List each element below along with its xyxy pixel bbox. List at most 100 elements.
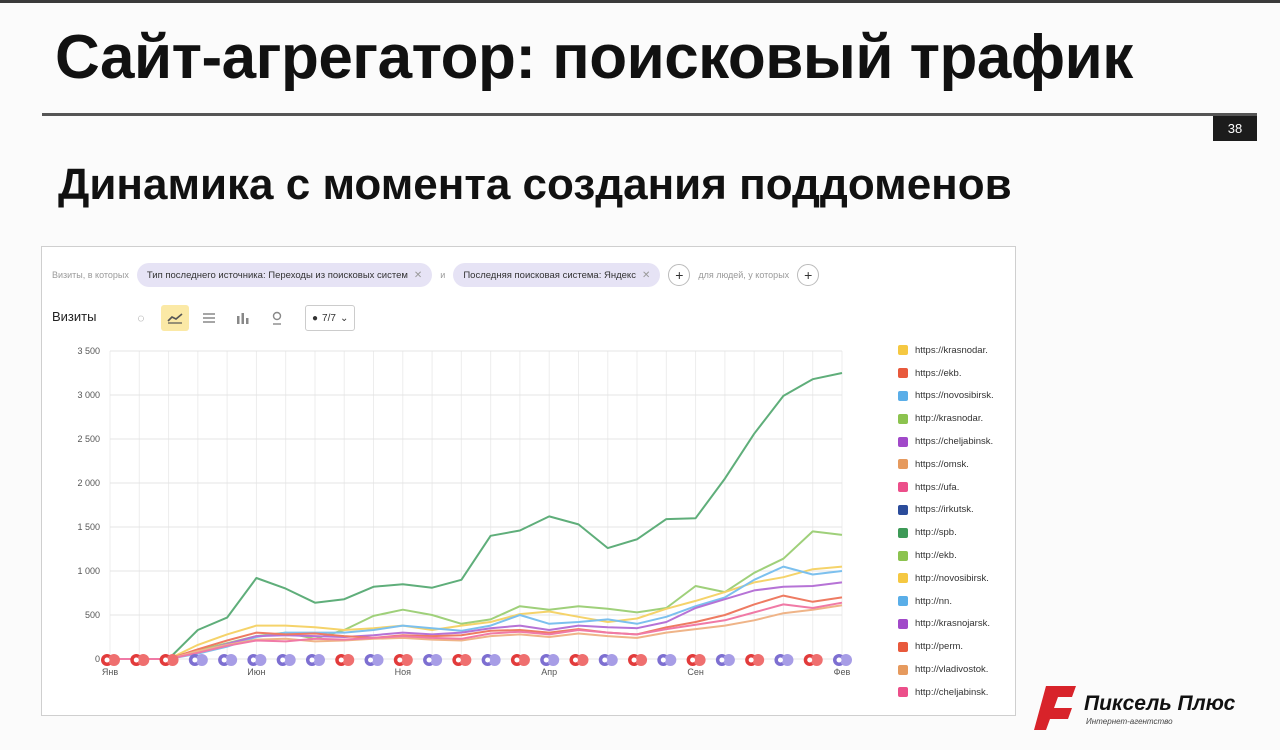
- legend-item[interactable]: https://irkutsk.: [898, 499, 1016, 522]
- series-line[interactable]: [110, 601, 843, 660]
- legend-item[interactable]: https://krasnodar.: [898, 339, 1016, 362]
- chart-legend: https://krasnodar. https://ekb. https://no…: [898, 339, 1016, 704]
- title-divider: [42, 113, 1257, 116]
- legend-item[interactable]: https://ekb.: [898, 362, 1016, 385]
- column-chart-icon[interactable]: [229, 305, 257, 331]
- annotation-marker[interactable]: [283, 654, 296, 666]
- x-tick-label: Июн: [247, 667, 265, 677]
- filter-pill-source[interactable]: Тип последнего источника: Переходы из по…: [136, 263, 433, 287]
- legend-label: https://novosibirsk.: [915, 390, 994, 402]
- line-chart-icon[interactable]: [161, 305, 189, 331]
- annotation-marker-dot: [280, 657, 286, 663]
- annotation-marker-dot: [104, 657, 110, 663]
- annotation-marker[interactable]: [430, 654, 443, 666]
- annotation-marker[interactable]: [547, 654, 560, 666]
- annotations-dropdown[interactable]: ● 7/7 ⌄: [305, 305, 356, 331]
- add-visit-condition-button[interactable]: +: [668, 264, 691, 286]
- annotation-marker[interactable]: [840, 654, 852, 666]
- series-line[interactable]: [110, 594, 843, 660]
- annotation-marker[interactable]: [108, 654, 120, 666]
- annotation-marker-dot: [426, 657, 432, 663]
- series-line[interactable]: [110, 581, 843, 660]
- legend-swatch: [898, 345, 908, 356]
- comment-icon: ●: [312, 312, 319, 324]
- legend-item[interactable]: http://spb.: [898, 521, 1016, 544]
- annotations-count: 7/7: [322, 312, 336, 324]
- annotation-marker[interactable]: [693, 654, 706, 666]
- legend-label: https://krasnodar.: [915, 344, 988, 356]
- x-tick-label: Ноя: [395, 667, 412, 677]
- annotation-marker-dot: [748, 657, 754, 663]
- annotation-marker[interactable]: [195, 654, 208, 666]
- legend-label: http://cheljabinsk.: [915, 686, 989, 698]
- annotation-marker[interactable]: [664, 654, 677, 666]
- logo-mark-icon: [1034, 686, 1076, 730]
- y-tick-label: 0: [95, 654, 100, 664]
- annotation-marker[interactable]: [400, 654, 413, 666]
- legend-item[interactable]: http://nn.: [898, 590, 1016, 613]
- legend-item[interactable]: http://novosibirsk.: [898, 567, 1016, 590]
- legend-item[interactable]: http://ekb.: [898, 544, 1016, 567]
- annotation-marker[interactable]: [810, 654, 823, 666]
- annotation-marker[interactable]: [722, 654, 735, 666]
- annotation-marker-dot: [368, 657, 374, 663]
- legend-item[interactable]: http://cheljabinsk.: [898, 681, 1016, 704]
- legend-label: https://cheljabinsk.: [915, 436, 994, 448]
- legend-swatch: [898, 550, 908, 561]
- legend-item[interactable]: https://cheljabinsk.: [898, 430, 1016, 453]
- series-line[interactable]: [110, 372, 843, 660]
- legend-item[interactable]: http://krasnojarsk.: [898, 613, 1016, 636]
- series-line[interactable]: [110, 565, 843, 660]
- segment-filter-bar: Визиты, в которых Тип последнего источни…: [52, 263, 820, 287]
- y-tick-label: 2 500: [77, 434, 100, 444]
- x-tick-label: Сен: [687, 667, 704, 677]
- legend-swatch: [898, 368, 908, 379]
- filter-pill-source-label: Тип последнего источника: Переходы из по…: [146, 269, 408, 281]
- annotation-marker-dot: [455, 657, 461, 663]
- annotation-marker[interactable]: [488, 654, 501, 666]
- annotation-marker[interactable]: [752, 654, 765, 666]
- legend-item[interactable]: https://novosibirsk.: [898, 385, 1016, 408]
- annotation-marker[interactable]: [517, 654, 530, 666]
- annotation-marker[interactable]: [225, 654, 238, 666]
- annotation-marker[interactable]: [635, 654, 648, 666]
- annotation-marker-dot: [572, 657, 578, 663]
- annotation-marker[interactable]: [137, 654, 150, 666]
- annotation-marker-dot: [631, 657, 637, 663]
- refresh-icon[interactable]: ◌: [137, 311, 145, 325]
- legend-item[interactable]: http://vladivostok.: [898, 658, 1016, 681]
- annotation-marker[interactable]: [605, 654, 618, 666]
- legend-label: http://ekb.: [915, 550, 957, 562]
- legend-item[interactable]: https://omsk.: [898, 453, 1016, 476]
- legend-item[interactable]: http://krasnodar.: [898, 407, 1016, 430]
- legend-label: http://perm.: [915, 641, 964, 653]
- series-line[interactable]: [110, 530, 843, 660]
- close-icon[interactable]: ✕: [641, 269, 651, 281]
- filter-pill-search-engine[interactable]: Последняя поисковая система: Яндекс ✕: [453, 263, 661, 287]
- annotation-marker-dot: [163, 657, 169, 663]
- annotation-marker-dot: [690, 657, 696, 663]
- annotation-marker[interactable]: [254, 654, 267, 666]
- close-icon[interactable]: ✕: [413, 269, 423, 281]
- legend-item[interactable]: https://ufa.: [898, 476, 1016, 499]
- annotation-marker-dot: [485, 657, 491, 663]
- annotation-marker-dot: [221, 657, 227, 663]
- annotation-marker[interactable]: [781, 654, 794, 666]
- annotation-marker[interactable]: [459, 654, 472, 666]
- legend-label: http://vladivostok.: [915, 664, 989, 676]
- annotation-marker[interactable]: [576, 654, 589, 666]
- legend-label: https://irkutsk.: [915, 504, 974, 516]
- legend-swatch: [898, 436, 908, 447]
- legend-swatch: [898, 664, 908, 675]
- map-pin-icon[interactable]: [263, 305, 291, 331]
- annotation-marker[interactable]: [342, 654, 355, 666]
- legend-swatch: [898, 504, 908, 515]
- annotation-marker[interactable]: [312, 654, 325, 666]
- annotation-marker[interactable]: [166, 654, 179, 666]
- chart-toolbar: ◌ ● 7/7 ⌄: [127, 305, 356, 331]
- legend-item[interactable]: http://perm.: [898, 635, 1016, 658]
- add-user-condition-button[interactable]: +: [797, 264, 820, 286]
- annotation-marker-dot: [250, 657, 256, 663]
- annotation-marker[interactable]: [371, 654, 384, 666]
- area-chart-icon[interactable]: [195, 305, 223, 331]
